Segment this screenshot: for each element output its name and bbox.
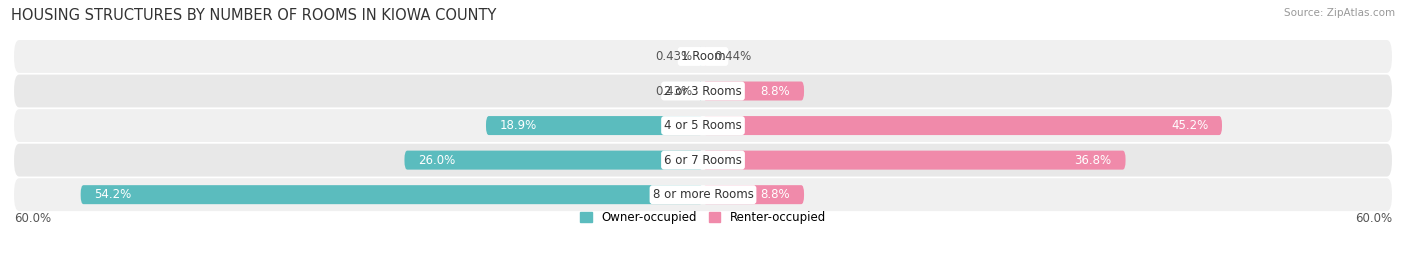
Text: 4 or 5 Rooms: 4 or 5 Rooms bbox=[664, 119, 742, 132]
FancyBboxPatch shape bbox=[14, 178, 1392, 211]
Text: 1 Room: 1 Room bbox=[681, 50, 725, 63]
Text: 18.9%: 18.9% bbox=[499, 119, 537, 132]
FancyBboxPatch shape bbox=[697, 82, 703, 101]
FancyBboxPatch shape bbox=[703, 151, 1126, 170]
FancyBboxPatch shape bbox=[703, 82, 804, 101]
Text: 45.2%: 45.2% bbox=[1171, 119, 1208, 132]
Text: 54.2%: 54.2% bbox=[94, 188, 132, 201]
Text: HOUSING STRUCTURES BY NUMBER OF ROOMS IN KIOWA COUNTY: HOUSING STRUCTURES BY NUMBER OF ROOMS IN… bbox=[11, 8, 496, 23]
Text: 60.0%: 60.0% bbox=[1355, 212, 1392, 225]
Text: 0.43%: 0.43% bbox=[655, 84, 692, 98]
FancyBboxPatch shape bbox=[14, 109, 1392, 142]
FancyBboxPatch shape bbox=[14, 40, 1392, 73]
Text: Source: ZipAtlas.com: Source: ZipAtlas.com bbox=[1284, 8, 1395, 18]
Text: 2 or 3 Rooms: 2 or 3 Rooms bbox=[664, 84, 742, 98]
Legend: Owner-occupied, Renter-occupied: Owner-occupied, Renter-occupied bbox=[579, 211, 827, 224]
FancyBboxPatch shape bbox=[14, 144, 1392, 176]
FancyBboxPatch shape bbox=[703, 185, 804, 204]
Text: 8.8%: 8.8% bbox=[761, 188, 790, 201]
Text: 6 or 7 Rooms: 6 or 7 Rooms bbox=[664, 154, 742, 167]
FancyBboxPatch shape bbox=[80, 185, 703, 204]
Text: 0.44%: 0.44% bbox=[714, 50, 751, 63]
FancyBboxPatch shape bbox=[486, 116, 703, 135]
Text: 26.0%: 26.0% bbox=[418, 154, 456, 167]
FancyBboxPatch shape bbox=[14, 75, 1392, 107]
Text: 36.8%: 36.8% bbox=[1074, 154, 1112, 167]
FancyBboxPatch shape bbox=[697, 47, 703, 66]
FancyBboxPatch shape bbox=[405, 151, 703, 170]
Text: 8.8%: 8.8% bbox=[761, 84, 790, 98]
FancyBboxPatch shape bbox=[703, 116, 1222, 135]
FancyBboxPatch shape bbox=[703, 47, 709, 66]
Text: 0.43%: 0.43% bbox=[655, 50, 692, 63]
Text: 60.0%: 60.0% bbox=[14, 212, 51, 225]
Text: 8 or more Rooms: 8 or more Rooms bbox=[652, 188, 754, 201]
